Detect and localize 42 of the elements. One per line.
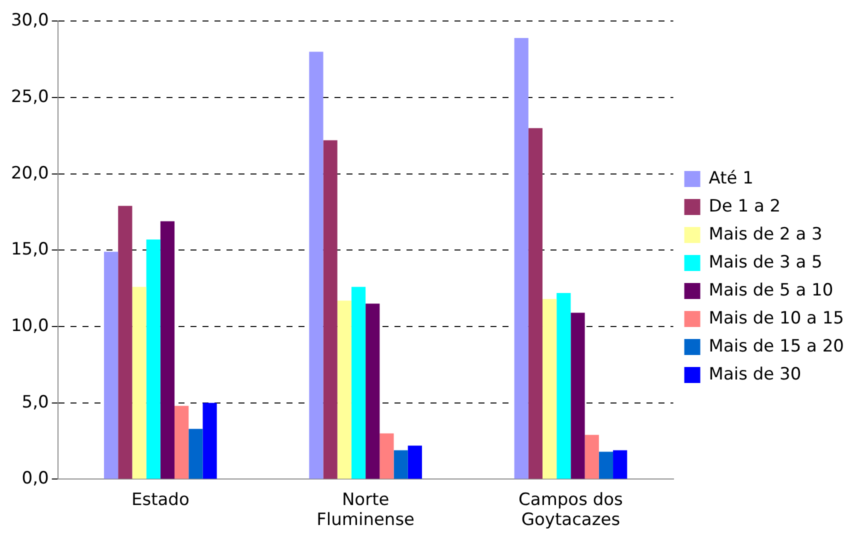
legend-label: Até 1 bbox=[708, 168, 754, 188]
bar bbox=[174, 406, 189, 479]
bar bbox=[309, 52, 324, 479]
legend-label: Mais de 30 bbox=[708, 364, 802, 384]
bar bbox=[351, 286, 366, 479]
y-tick-label: 30,0 bbox=[10, 10, 49, 31]
x-tick-label: Norte Fluminense bbox=[316, 490, 415, 530]
legend-label: Mais de 2 a 3 bbox=[708, 224, 822, 244]
bar bbox=[380, 433, 394, 479]
bar bbox=[132, 286, 146, 479]
bar bbox=[613, 450, 628, 479]
legend-label: De 1 a 2 bbox=[708, 196, 781, 216]
y-tick-label: 5,0 bbox=[22, 392, 49, 412]
bar bbox=[598, 452, 614, 479]
bar bbox=[188, 428, 203, 479]
legend-label: Mais de 3 a 5 bbox=[708, 252, 822, 272]
y-tick-label: 15,0 bbox=[10, 240, 49, 260]
bar bbox=[394, 450, 408, 479]
bar bbox=[528, 128, 543, 479]
bar bbox=[570, 312, 585, 479]
legend-label: Mais de 15 a 20 bbox=[708, 336, 844, 356]
bar bbox=[514, 38, 528, 479]
y-tick-label: 20,0 bbox=[10, 163, 49, 184]
x-tick-label: Estado bbox=[131, 490, 190, 510]
bar bbox=[104, 252, 118, 479]
bar bbox=[323, 140, 338, 479]
bar bbox=[337, 300, 352, 479]
bar bbox=[584, 434, 599, 479]
legend-label: Mais de 5 a 10 bbox=[708, 280, 834, 300]
y-tick-label: 10,0 bbox=[10, 316, 49, 336]
y-tick-label: 0,0 bbox=[22, 468, 49, 489]
bar bbox=[146, 240, 160, 479]
x-tick-label: Campos dos Goytacazes bbox=[518, 490, 624, 530]
legend-label: Mais de 10 a 15 bbox=[708, 308, 844, 328]
bar bbox=[556, 292, 571, 479]
bar bbox=[118, 206, 132, 479]
bar bbox=[160, 221, 175, 479]
bar bbox=[366, 304, 380, 479]
bar bbox=[542, 299, 557, 479]
bar bbox=[408, 446, 422, 479]
y-tick-label: 25,0 bbox=[10, 86, 49, 107]
bar bbox=[202, 402, 217, 479]
